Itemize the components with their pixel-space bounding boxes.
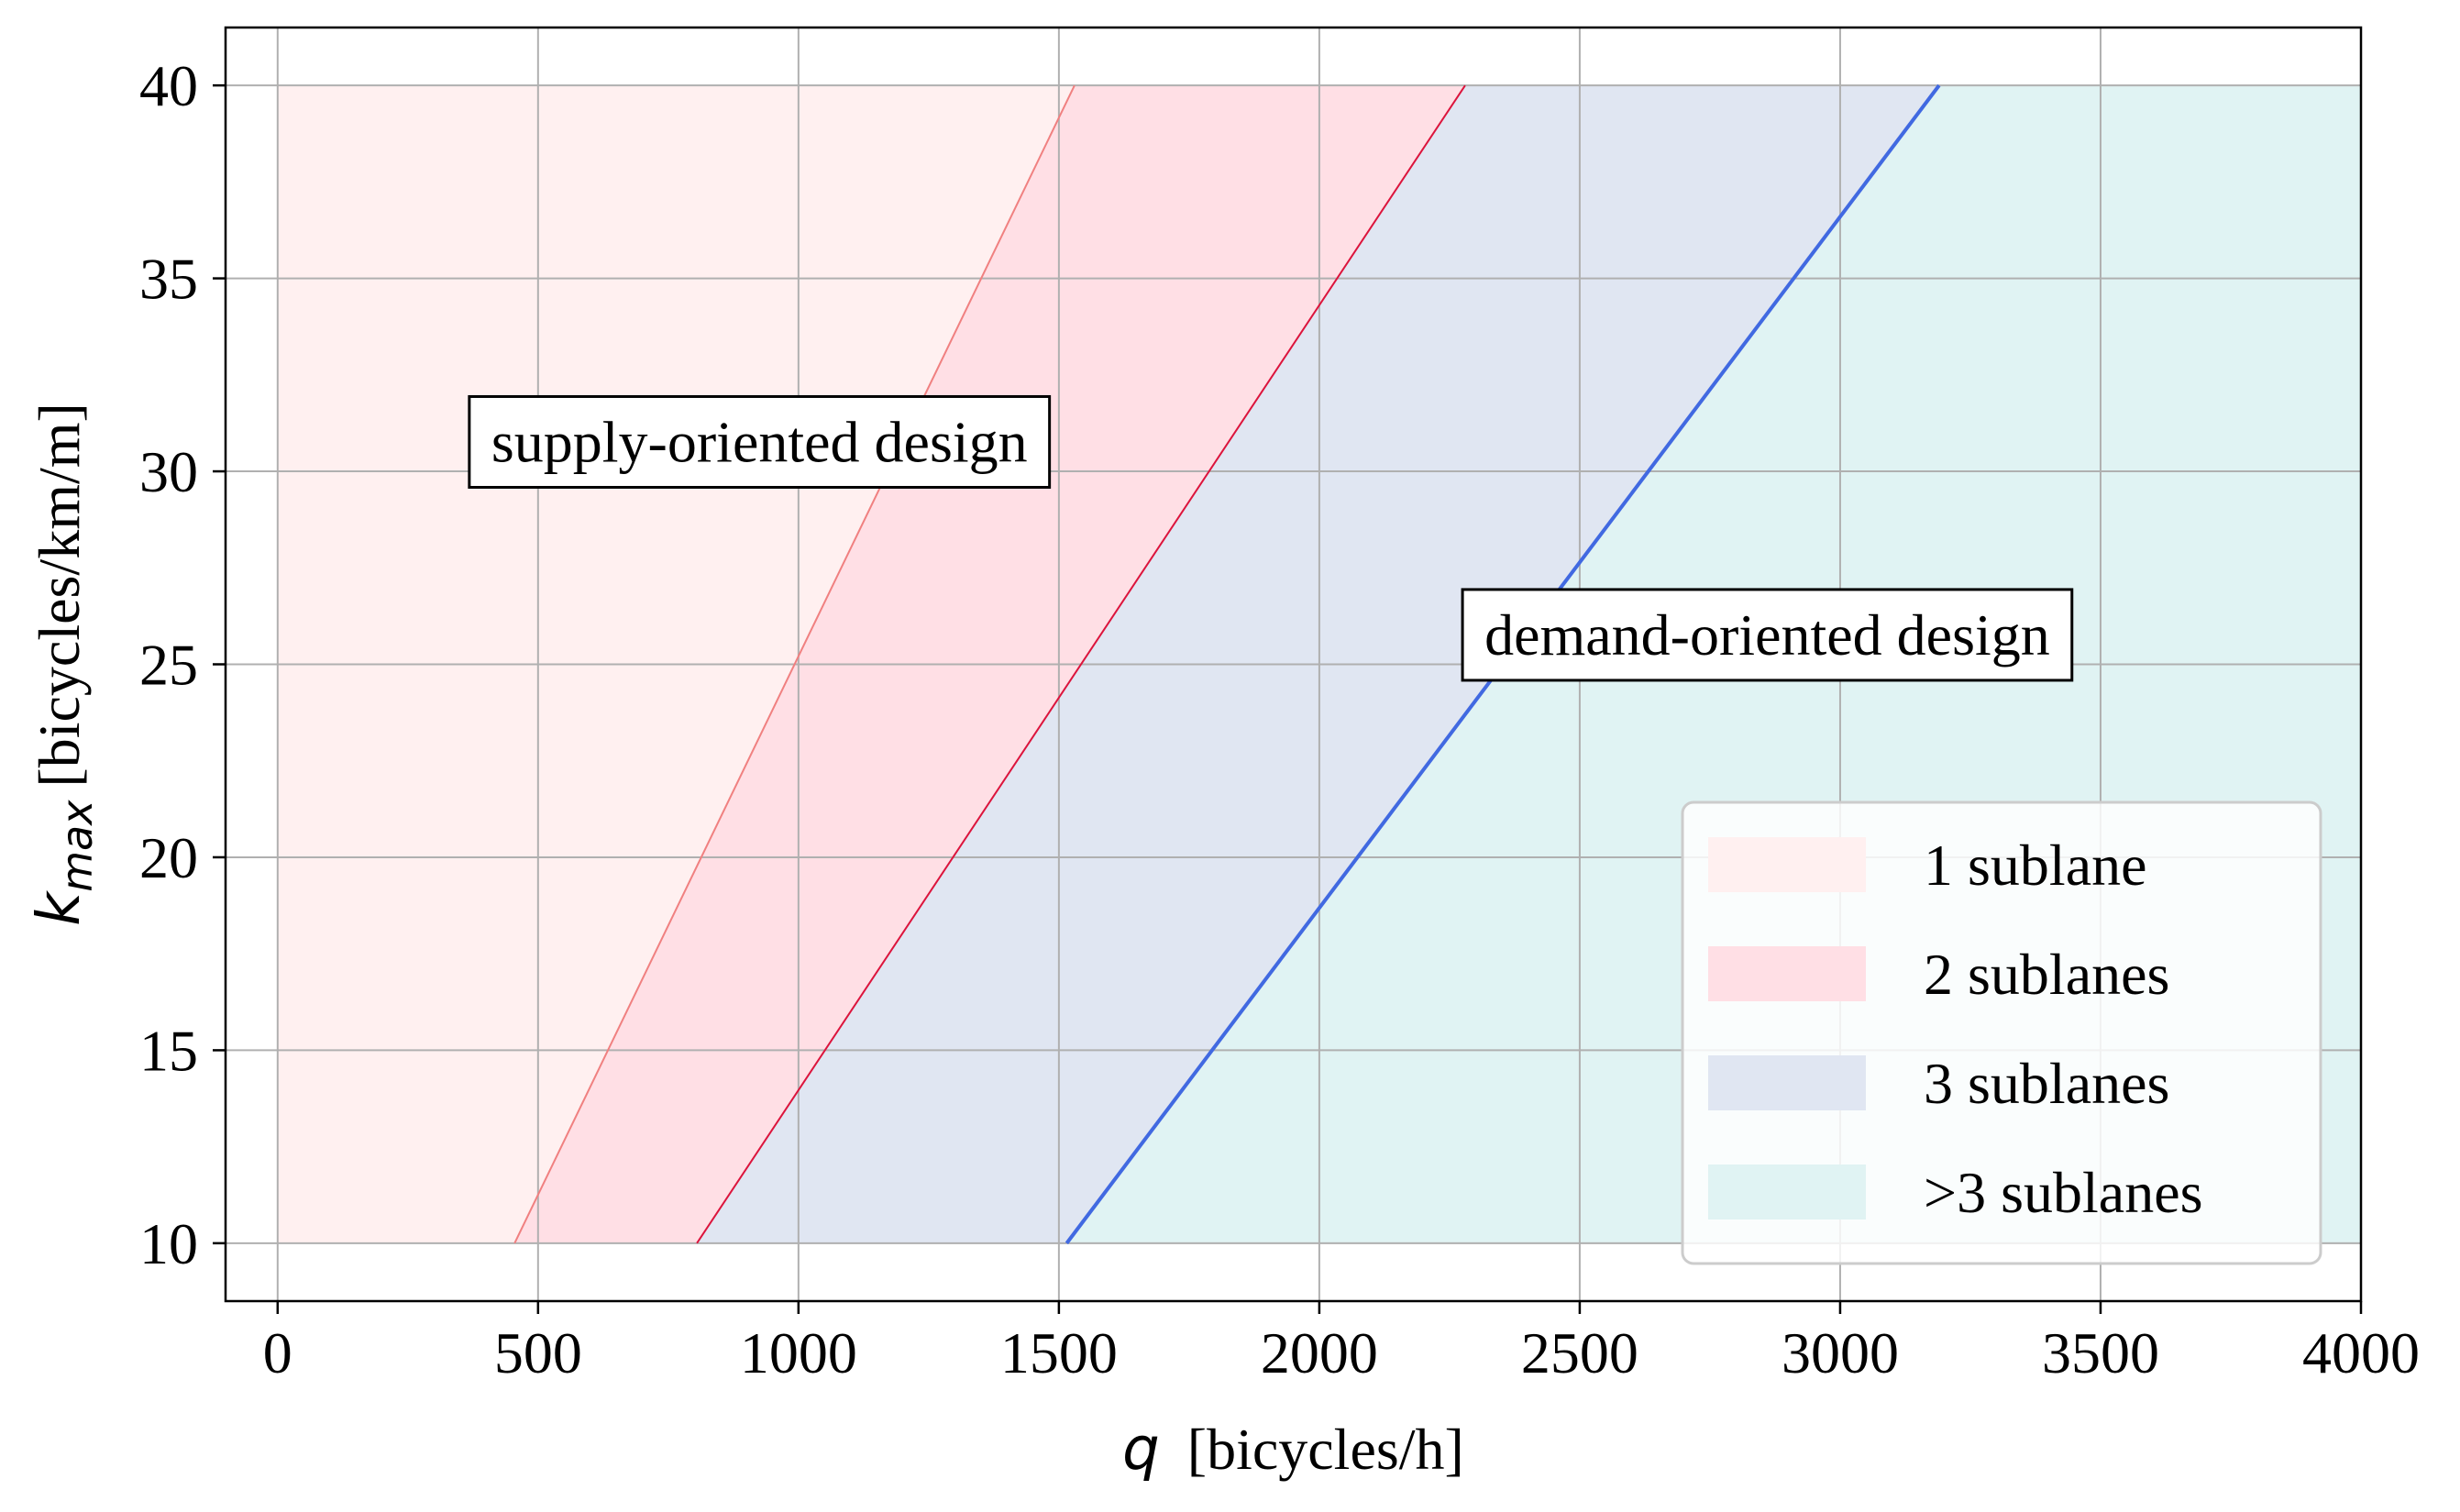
legend: 1 sublane 2 sublanes 3 sublanes >3 sublanes	[1681, 800, 2322, 1265]
y-tick-label: 35	[139, 247, 198, 312]
x-tick-label: 3500	[2042, 1320, 2159, 1385]
x-axis-symbol: q	[1122, 1416, 1160, 1484]
annotation-text: demand-oriented design	[1484, 602, 2050, 668]
y-tick-label: 30	[139, 439, 198, 504]
annotation-demand-oriented-design: demand-oriented design	[1461, 588, 2074, 682]
boundary-line-1	[513, 84, 1076, 1244]
legend-swatch	[1708, 837, 1866, 892]
y-tick-label: 25	[139, 633, 198, 698]
legend-box	[1681, 800, 2322, 1265]
x-tick-label: 1500	[1000, 1320, 1118, 1385]
y-tick-label: 40	[139, 53, 198, 118]
x-axis-label: q [bicycles/h]	[1122, 1416, 1464, 1484]
y-tick-label: 10	[139, 1211, 198, 1276]
x-tick-label: 2000	[1261, 1320, 1378, 1385]
x-tick-label: 0	[263, 1320, 292, 1385]
y-axis-unit: [bicycles/km/m]	[27, 403, 92, 787]
legend-swatch	[1708, 1164, 1866, 1220]
x-tick-label: 1000	[740, 1320, 857, 1385]
x-axis-unit: [bicycles/h]	[1187, 1417, 1464, 1482]
x-axis-ticks: 0 500 1000 1500 2000 2500 3000 3500 4000	[263, 1301, 2420, 1385]
y-tick-label: 20	[139, 825, 198, 890]
boundary-line-2	[696, 84, 1466, 1244]
x-tick-label: 4000	[2302, 1320, 2420, 1385]
y-axis-label: kmax [bicycles/km/m]	[26, 403, 102, 926]
annotation-box	[468, 394, 1052, 489]
x-tick-label: 3000	[1782, 1320, 1899, 1385]
x-tick-label: 2500	[1521, 1320, 1638, 1385]
annotation-box	[1461, 588, 2074, 682]
legend-label-2-sublanes: 2 sublanes	[1924, 942, 2169, 1007]
legend-label-1-sublane: 1 sublane	[1924, 833, 2147, 898]
annotation-supply-oriented-design: supply-oriented design	[468, 394, 1052, 489]
annotation-text: supply-oriented design	[491, 409, 1028, 474]
y-axis-symbol: k	[26, 889, 94, 926]
annotations: supply-oriented design demand-oriented de…	[468, 394, 2074, 682]
legend-swatch	[1708, 946, 1866, 1001]
legend-label-3-sublanes: 3 sublanes	[1924, 1051, 2169, 1116]
legend-label-3-sublanes: >3 sublanes	[1924, 1160, 2203, 1225]
y-axis-ticks: 10 15 20 25 30 35 40	[139, 53, 226, 1276]
y-axis-subscript: max	[52, 800, 102, 892]
x-tick-label: 500	[494, 1320, 582, 1385]
y-tick-label: 15	[139, 1018, 198, 1083]
legend-swatch	[1708, 1055, 1866, 1110]
